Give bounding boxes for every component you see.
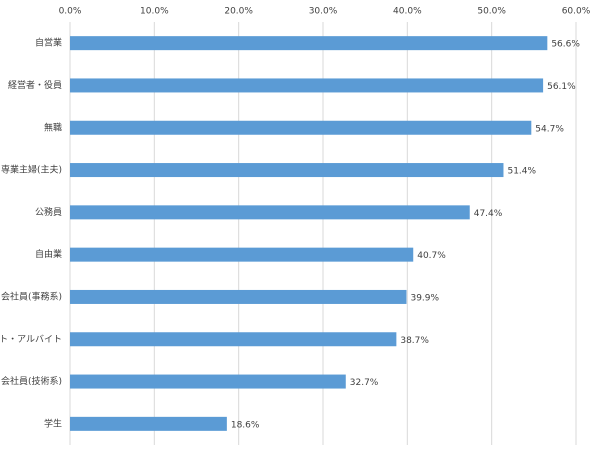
x-tick-label: 60.0% — [562, 7, 591, 17]
y-tick-label: 自営業 — [35, 37, 62, 49]
x-tick-label: 50.0% — [477, 7, 506, 17]
x-tick-label: 40.0% — [393, 7, 422, 17]
data-label: 51.4% — [507, 167, 536, 177]
y-tick-label: 自由業 — [35, 248, 62, 260]
bar — [70, 120, 532, 135]
bar — [70, 78, 544, 93]
y-tick-label: 会社員(事務系) — [1, 290, 62, 302]
bar — [70, 247, 414, 262]
data-label: 54.7% — [535, 124, 564, 134]
bar — [70, 36, 548, 51]
x-tick-label: 30.0% — [309, 7, 338, 17]
y-tick-label: 公務員 — [35, 206, 62, 218]
x-tick-label: 20.0% — [224, 7, 253, 17]
bar — [70, 416, 227, 431]
data-label: 40.7% — [417, 251, 446, 261]
y-tick-label: 無職 — [44, 121, 62, 133]
data-label: 32.7% — [350, 378, 379, 388]
y-tick-label: パート・アルバイト — [0, 334, 62, 345]
bar — [70, 289, 407, 304]
x-tick-label: 0.0% — [59, 7, 82, 17]
data-label: 47.4% — [474, 209, 503, 219]
y-tick-label: 会社員(技術系) — [1, 375, 62, 387]
data-label: 56.6% — [551, 40, 580, 50]
data-label: 56.1% — [547, 82, 576, 92]
y-tick-label: 経営者・役員 — [8, 79, 62, 91]
bar — [70, 332, 397, 347]
x-tick-label: 10.0% — [140, 7, 169, 17]
data-label: 38.7% — [400, 336, 429, 346]
y-tick-label: 学生 — [44, 417, 62, 429]
data-label: 39.9% — [410, 293, 439, 303]
data-label: 18.6% — [231, 420, 260, 430]
bar — [70, 163, 504, 178]
bar — [70, 205, 470, 220]
bar — [70, 374, 346, 389]
y-tick-label: 専業主婦(主夫) — [1, 164, 62, 176]
